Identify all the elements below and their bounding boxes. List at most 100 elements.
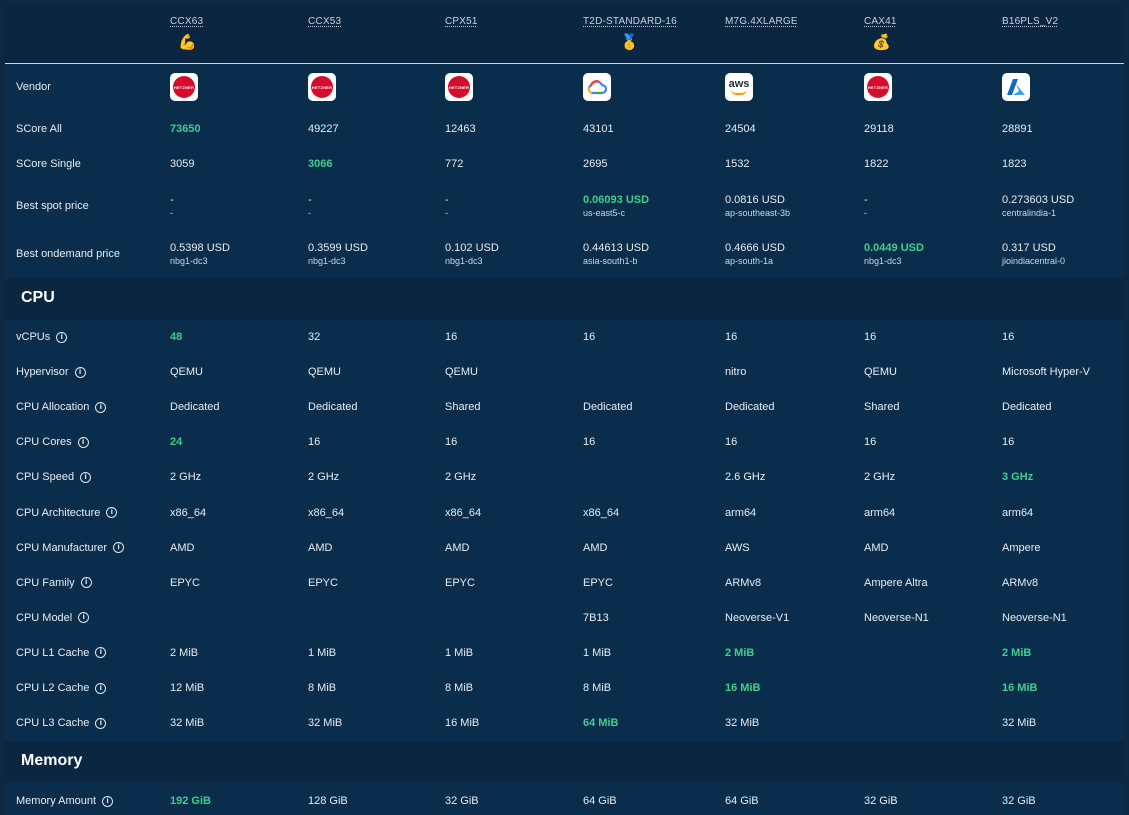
- row-label-cpu-manufacturer: CPU Manufacturer i: [16, 542, 125, 554]
- cell-cpu-l1-cache: 1 MiB: [308, 646, 337, 659]
- label-text: CPU Cores: [16, 436, 72, 449]
- cell-cpu-manufacturer: AMD: [583, 541, 608, 554]
- cell-cpu-architecture: x86_64: [170, 506, 207, 519]
- info-icon[interactable]: i: [113, 542, 125, 554]
- cell-cpu-cores: 16: [445, 436, 458, 449]
- info-icon[interactable]: i: [95, 647, 107, 659]
- info-icon[interactable]: i: [77, 436, 89, 448]
- cell-cpu-speed: 2 GHz: [308, 471, 340, 484]
- price-region: ap-southeast-3b: [725, 208, 791, 218]
- hetzner-logo[interactable]: HETZNER: [445, 73, 473, 101]
- cell-cpu-manufacturer: AMD: [864, 541, 889, 554]
- cell-score-single: 772: [445, 158, 464, 170]
- cell-cpu-l1-cache: 1 MiB: [583, 646, 612, 659]
- header-divider: [5, 63, 1124, 64]
- cell-vcpus: 16: [1002, 331, 1015, 343]
- label-text: Vendor: [16, 81, 51, 93]
- azure-logo[interactable]: [1002, 73, 1030, 101]
- info-icon[interactable]: i: [80, 577, 92, 589]
- cell-cpu-architecture: arm64: [864, 506, 896, 519]
- cell-memory-amount: 64 GiB: [583, 795, 617, 807]
- azure-icon: [1007, 79, 1025, 95]
- cell-memory-amount: 32 GiB: [445, 795, 479, 807]
- info-icon[interactable]: i: [80, 471, 92, 483]
- price-value: 0.273603 USD: [1002, 194, 1075, 206]
- row-label-vcpus: vCPUs i: [16, 331, 68, 343]
- cell-ondemand-price: 0.4666 USD ap-south-1a: [725, 242, 785, 266]
- cell-cpu-cores: 16: [583, 436, 596, 449]
- hetzner-logo[interactable]: HETZNER: [864, 73, 892, 101]
- google-cloud-logo[interactable]: [583, 73, 611, 101]
- info-icon[interactable]: i: [95, 401, 107, 413]
- row-label-spot-price: Best spot price: [16, 200, 89, 212]
- cell-spot-price: 0.06093 USD us-east5-c: [583, 194, 649, 218]
- cell-score-single: 1532: [725, 158, 750, 170]
- hetzner-logo[interactable]: HETZNER: [308, 73, 336, 101]
- cell-cpu-l3-cache: 32 MiB: [308, 717, 343, 730]
- column-header-t2d-standard-16[interactable]: T2D-STANDARD-16: [583, 16, 677, 27]
- column-header-b16pls_v2[interactable]: B16PLS_V2: [1002, 16, 1059, 27]
- cell-cpu-architecture: arm64: [1002, 506, 1034, 519]
- cell-vcpus: 16: [445, 331, 458, 343]
- cell-cpu-architecture: x86_64: [308, 506, 345, 519]
- cell-cpu-l3-cache: 32 MiB: [170, 717, 205, 730]
- cell-cpu-family: ARMv8: [725, 576, 762, 589]
- cell-cpu-speed: 2 GHz: [445, 471, 477, 484]
- cell-cpu-l2-cache: 16 MiB: [725, 682, 761, 694]
- info-icon[interactable]: i: [78, 612, 90, 624]
- cell-cpu-family: EPYC: [445, 576, 475, 589]
- row-label-memory-amount: Memory Amount i: [16, 795, 114, 807]
- cell-cpu-architecture: x86_64: [583, 506, 620, 519]
- price-region: nbg1-dc3: [308, 256, 346, 266]
- cell-cpu-model: Neoverse-N1: [1002, 611, 1067, 624]
- price-value: -: [445, 194, 449, 206]
- info-icon[interactable]: i: [95, 717, 107, 729]
- price-value: 0.3599 USD: [308, 242, 368, 254]
- column-header-ccx63[interactable]: CCX63: [170, 16, 204, 27]
- cell-score-all: 29118: [864, 123, 894, 135]
- section-title: CPU: [21, 289, 55, 306]
- cell-cpu-architecture: arm64: [725, 506, 757, 519]
- info-icon[interactable]: i: [74, 366, 86, 378]
- hetzner-icon: HETZNER: [311, 76, 333, 98]
- row-label-score-single: SCore Single: [16, 158, 81, 170]
- cell-cpu-manufacturer: Ampere: [1002, 541, 1041, 554]
- cell-cpu-manufacturer: AMD: [308, 541, 333, 554]
- price-value: 0.317 USD: [1002, 242, 1056, 254]
- cell-score-single: 1823: [1002, 158, 1027, 170]
- cell-cpu-manufacturer: AWS: [725, 541, 750, 554]
- info-icon[interactable]: i: [106, 507, 118, 518]
- cell-spot-price: --: [864, 194, 868, 218]
- cell-vcpus: 16: [864, 331, 877, 343]
- label-text: Best ondemand price: [16, 248, 120, 260]
- row-label-cpu-family: CPU Family i: [16, 577, 92, 589]
- cell-vcpus: 32: [308, 331, 321, 343]
- info-icon[interactable]: i: [102, 795, 114, 807]
- label-text: SCore All: [16, 123, 62, 135]
- column-header-ccx53[interactable]: CCX53: [308, 16, 342, 27]
- label-text: SCore Single: [16, 158, 81, 170]
- cell-cpu-allocation: Dedicated: [1002, 401, 1052, 414]
- column-header-cax41[interactable]: CAX41: [864, 16, 897, 27]
- hetzner-icon: HETZNER: [867, 76, 889, 98]
- price-value: 0.4666 USD: [725, 242, 785, 254]
- info-icon[interactable]: i: [56, 331, 68, 343]
- cell-cpu-allocation: Dedicated: [725, 401, 775, 414]
- cell-vcpus: 48: [170, 331, 183, 343]
- badge-icon: 💰: [872, 34, 891, 51]
- cell-cpu-cores: 16: [864, 436, 877, 449]
- aws-logo[interactable]: aws: [725, 73, 753, 101]
- column-header-cpx51[interactable]: CPX51: [445, 16, 478, 27]
- info-icon[interactable]: i: [95, 682, 107, 694]
- label-text: CPU L1 Cache: [16, 646, 90, 659]
- price-region: nbg1-dc3: [864, 256, 902, 266]
- label-text: CPU Speed: [16, 471, 75, 484]
- cell-ondemand-price: 0.44613 USD asia-south1-b: [583, 242, 649, 266]
- column-header-m7g.4xlarge[interactable]: M7G.4XLARGE: [725, 16, 798, 27]
- price-value: 0.0816 USD: [725, 194, 785, 206]
- price-value: 0.06093 USD: [583, 194, 650, 206]
- cell-cpu-l1-cache: 1 MiB: [445, 646, 474, 659]
- price-region: nbg1-dc3: [445, 256, 483, 266]
- hetzner-logo[interactable]: HETZNER: [170, 73, 198, 101]
- price-value: 0.102 USD: [445, 242, 499, 254]
